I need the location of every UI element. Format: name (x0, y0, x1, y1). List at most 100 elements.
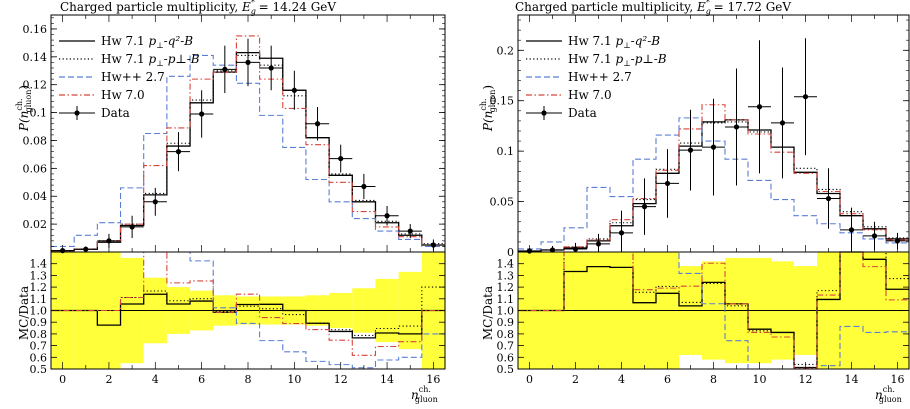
x-tick-label: 14 (380, 373, 394, 386)
legend: Hw 7.1 p⊥-q²-B Hw 7.1 p⊥-p⊥-B Hw++ 2.7 Hw 7… (526, 34, 667, 120)
data-point (175, 149, 182, 155)
data-point (268, 65, 274, 71)
ratio-tick-label: 0.6 (30, 351, 48, 364)
ratio-tick-label: 0.9 (497, 316, 515, 329)
legend-label-2: Hw 7.1 p⊥-p⊥-B (568, 52, 667, 68)
x-tick-label: 4 (152, 373, 159, 386)
x-tick-label: 0 (59, 373, 66, 386)
y-axis-label: P(nch.gluon) (15, 85, 33, 132)
x-tick-label: 14 (845, 373, 859, 386)
ratio-tick-label: 1.4 (497, 258, 515, 271)
y-tick-label: 0.1 (30, 107, 48, 120)
ratio-axis-label: MC/Data (481, 286, 495, 340)
x-tick-label: 6 (198, 373, 205, 386)
data-point (338, 155, 344, 162)
x-tick-label: 8 (245, 373, 252, 386)
chart-panel-1: Charged particle multiplicity, Eg* = 14.… (15, 0, 446, 404)
ratio-tick-label: 0.9 (30, 316, 48, 329)
x-tick-label: 0 (526, 373, 533, 386)
data-point (802, 94, 809, 100)
x-axis-label: nch. gluon (875, 385, 902, 404)
data-point (894, 238, 901, 244)
ratio-tick-label: 0.5 (30, 363, 48, 376)
data-point (152, 199, 158, 205)
legend: Hw 7.1 p⊥-q²-B Hw 7.1 p⊥-p⊥-B Hw++ 2.7 Hw 7… (59, 34, 200, 120)
data-point (664, 180, 671, 187)
x-tick-label: 4 (618, 373, 625, 386)
y-tick-label: 0.16 (23, 23, 48, 36)
data-point (222, 66, 228, 72)
legend-label-1: Hw 7.1 p⊥-q²-B (101, 34, 193, 50)
legend-label-4: Hw 7.0 (568, 88, 612, 102)
data-point (641, 204, 648, 210)
legend-label-3: Hw++ 2.7 (101, 70, 165, 84)
ratio-tick-label: 1.1 (497, 293, 515, 306)
x-tick-label: 10 (287, 373, 301, 386)
series-line-3 (518, 117, 909, 250)
legend-label-1: Hw 7.1 p⊥-q²-B (568, 34, 660, 50)
data-point (779, 120, 786, 126)
x-axis-label: nch. gluon (411, 385, 438, 404)
legend-label-3: Hw++ 2.7 (568, 70, 632, 84)
ratio-line-4 (51, 251, 445, 356)
x-tick-label: 10 (753, 373, 767, 386)
legend-swatch-data (74, 110, 80, 116)
data-point (129, 224, 135, 230)
data-point (407, 228, 413, 234)
ratio-tick-label: 1.4 (30, 258, 48, 271)
x-tick-label: 2 (105, 373, 112, 386)
legend-swatch-data (541, 110, 547, 116)
data-point (106, 238, 112, 244)
data-point (245, 59, 251, 65)
y-tick-label: 0.12 (23, 79, 48, 92)
ratio-tick-label: 1.3 (30, 269, 48, 282)
x-tick-label: 16 (891, 373, 905, 386)
ratio-tick-label: 1.0 (30, 305, 48, 318)
ratio-tick-label: 1.2 (497, 281, 515, 294)
ratio-tick-label: 0.7 (497, 340, 515, 353)
y-axis-label: P(nch.gluon) (479, 85, 497, 132)
ratio-tick-label: 1.0 (497, 305, 515, 318)
data-point (756, 104, 763, 110)
ratio-tick-label: 0.8 (497, 328, 515, 341)
y-tick-label: 0.15 (490, 95, 515, 108)
x-tick-label: 12 (334, 373, 348, 386)
data-point (733, 124, 740, 130)
data-point (825, 195, 832, 202)
legend-label-4: Hw 7.0 (101, 88, 145, 102)
y-tick-label: 0.05 (490, 196, 515, 209)
y-tick-label: 0.02 (23, 218, 48, 231)
data-point (710, 144, 717, 150)
ratio-axis-label: MC/Data (17, 286, 31, 340)
data-point (687, 147, 694, 153)
data-point (595, 241, 602, 247)
ratio-tick-label: 0.6 (497, 351, 515, 364)
data-point (848, 227, 855, 233)
x-tick-label: 6 (664, 373, 671, 386)
data-point (871, 233, 878, 239)
ratio-tick-label: 1.2 (30, 281, 48, 294)
ratio-tick-label: 0.7 (30, 340, 48, 353)
ratio-tick-label: 1.1 (30, 293, 48, 306)
chart-title: Charged particle multiplicity, Eg* = 17.… (515, 0, 791, 16)
x-tick-label: 2 (572, 373, 579, 386)
data-point (361, 183, 367, 190)
y-tick-label: 0.04 (23, 190, 48, 203)
y-tick-label: 0.1 (497, 145, 515, 158)
data-point (618, 230, 625, 236)
y-tick-label: 0 (507, 246, 514, 259)
data-point (199, 111, 205, 117)
y-tick-label: 0.14 (23, 51, 48, 64)
x-tick-label: 16 (426, 373, 440, 386)
data-point (384, 213, 390, 219)
y-tick-label: 0.08 (23, 134, 48, 147)
chart-panel-2: Charged particle multiplicity, Eg* = 17.… (479, 0, 910, 404)
ratio-tick-label: 0.5 (497, 363, 515, 376)
ratio-tick-label: 1.3 (497, 269, 515, 282)
ratio-tick-label: 0.8 (30, 328, 48, 341)
chart-title: Charged particle multiplicity, Eg* = 14.… (60, 0, 336, 16)
legend-label-5: Data (101, 106, 130, 120)
x-tick-label: 12 (799, 373, 813, 386)
data-point (314, 121, 321, 127)
series-line-4 (51, 35, 445, 252)
